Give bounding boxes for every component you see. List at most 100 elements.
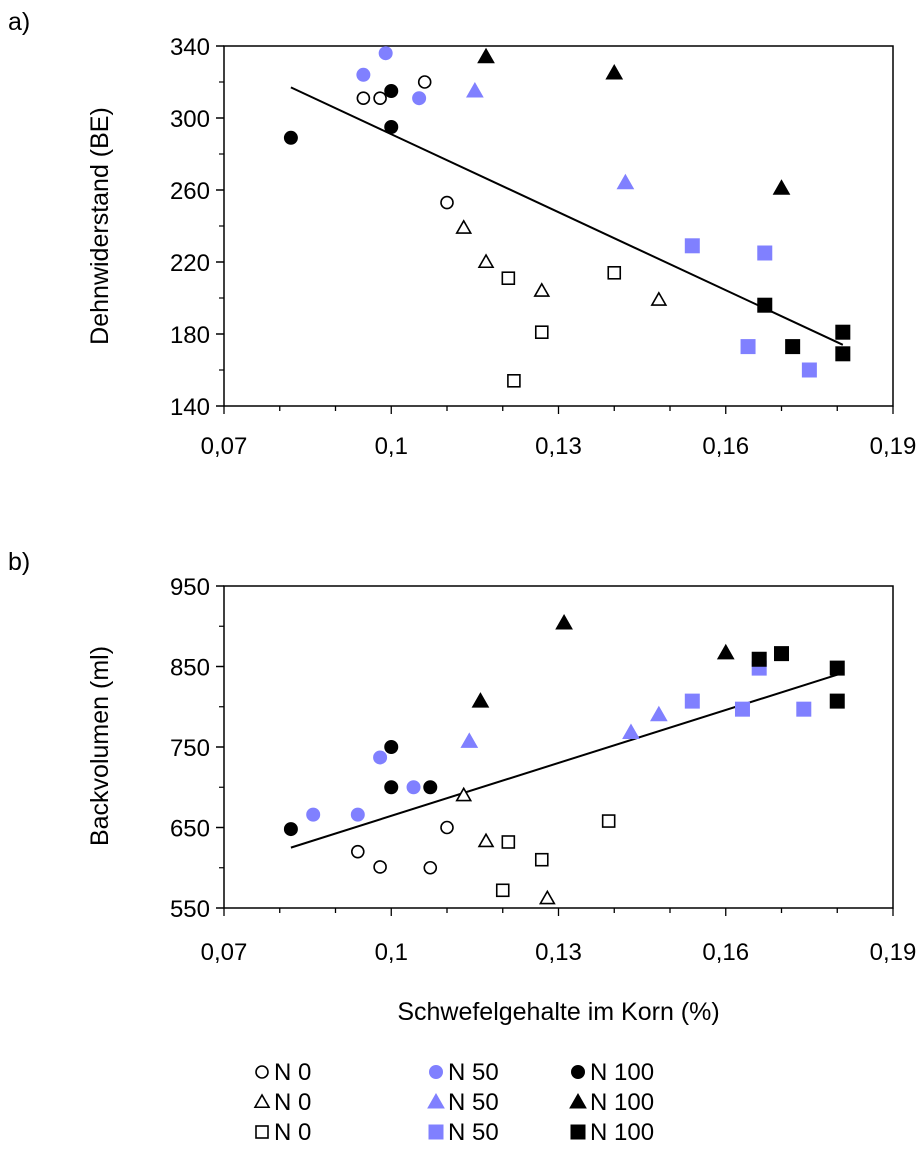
data-point [373, 750, 388, 765]
data-point [605, 63, 624, 80]
x-tick-label: 0,19 [870, 433, 917, 460]
panel-a: a) 140 180 220 260 300 340 0,07 0,1 0,13 0,16 0,19 D… [8, 8, 916, 460]
data-point [829, 693, 845, 709]
legend-marker [253, 1093, 271, 1109]
y-tick-label: 850 [170, 655, 210, 682]
series-triangle-filled-blue [466, 81, 635, 190]
data-point [796, 701, 812, 717]
y-axis-label: Dehnwiderstand (BE) [86, 107, 114, 345]
legend-label: N 0 [274, 1089, 311, 1116]
data-point [283, 130, 298, 145]
y-tick-label: 950 [170, 574, 210, 601]
data-point [460, 732, 479, 748]
x-tick-label: 0,16 [702, 433, 749, 460]
data-point [406, 780, 421, 795]
series-circle-open [356, 75, 454, 210]
data-point [684, 693, 700, 709]
trend-line [290, 86, 844, 346]
y-tick-label: 650 [170, 816, 210, 843]
data-point [350, 807, 365, 822]
data-point [740, 339, 756, 355]
data-point [622, 723, 640, 740]
data-point [423, 860, 438, 875]
legend-label: N 100 [590, 1119, 654, 1146]
y-tick-label: 340 [170, 34, 210, 61]
y-axis-label: Backvolumen (ml) [86, 646, 114, 846]
legend-label: N 100 [590, 1059, 654, 1086]
series-square-filled [751, 646, 845, 709]
data-point [373, 860, 387, 874]
legend-marker [569, 1092, 587, 1109]
trend-line [290, 671, 844, 849]
legend-label: N 50 [448, 1059, 499, 1086]
data-point [534, 325, 549, 340]
data-point [495, 883, 510, 898]
series-triangle-filled-blue [460, 705, 668, 748]
data-point [650, 291, 668, 306]
series-triangle-filled [477, 47, 791, 195]
data-point [649, 705, 668, 722]
data-point [555, 614, 573, 630]
y-tick-label: 550 [170, 896, 210, 923]
series-square-open [495, 814, 616, 898]
data-point [501, 271, 516, 286]
series-triangle-open [455, 219, 668, 306]
data-point [455, 219, 473, 234]
data-point [412, 91, 427, 106]
data-point [684, 238, 700, 254]
panel-label: b) [8, 548, 30, 576]
legend-item: N 50 [427, 1089, 499, 1116]
legend-marker [570, 1124, 586, 1140]
data-point [384, 120, 399, 134]
data-point [716, 643, 735, 660]
data-point [533, 282, 551, 297]
data-point [538, 889, 556, 905]
data-point [757, 297, 773, 313]
data-point [384, 740, 399, 754]
legend-item: N 100 [569, 1089, 654, 1116]
data-point [466, 81, 484, 98]
panel-label: a) [8, 8, 30, 36]
legend-item: N 100 [571, 1059, 654, 1086]
series-square-filled-blue [684, 238, 817, 378]
data-point [477, 47, 495, 64]
y-tick-label: 220 [170, 250, 210, 277]
legend-marker [429, 1065, 443, 1079]
series-square-open [501, 265, 622, 388]
data-point [501, 835, 516, 849]
legend-item: N 0 [255, 1119, 311, 1146]
legend-item: N 0 [253, 1089, 311, 1116]
series-circle-filled [283, 84, 399, 145]
data-point [356, 91, 371, 105]
data-point [835, 324, 851, 340]
x-tick-label: 0,07 [201, 433, 248, 460]
series-triangle-open [455, 786, 556, 905]
data-point [477, 253, 495, 269]
x-tick-label: 0,16 [702, 939, 749, 966]
data-point [378, 46, 393, 61]
data-point [423, 780, 438, 795]
data-point [751, 651, 767, 667]
data-point [774, 646, 789, 662]
data-point [283, 822, 298, 837]
data-point [350, 844, 365, 859]
data-point [384, 780, 399, 795]
legend-label: N 50 [448, 1089, 499, 1116]
data-point [835, 346, 851, 362]
data-point [772, 179, 791, 195]
x-tick-label: 0,19 [870, 939, 917, 966]
y-tick-label: 180 [170, 322, 210, 349]
data-point [607, 265, 622, 280]
legend-marker [571, 1065, 585, 1079]
series-circle-open [350, 820, 454, 875]
legend-marker [255, 1065, 269, 1079]
legend-label: N 0 [274, 1119, 311, 1146]
y-tick-label: 260 [170, 178, 210, 205]
data-point [440, 195, 454, 210]
legend: N 0 N 50 N 100 N 0 N 50 N 100 N 0 N 50 N 100 [253, 1059, 654, 1146]
legend-item: N 0 [255, 1059, 311, 1086]
data-point [440, 820, 454, 835]
x-tick-label: 0,13 [535, 433, 582, 460]
legend-item: N 50 [428, 1119, 499, 1146]
